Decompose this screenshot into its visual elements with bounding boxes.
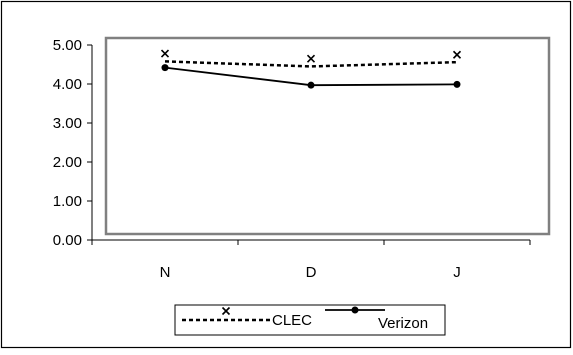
x-tick-label: N	[160, 264, 171, 281]
data-point-verizon	[453, 80, 461, 88]
data-point-clec	[306, 54, 316, 63]
data-point-clec	[160, 49, 170, 58]
series-layer	[160, 49, 462, 89]
data-point-verizon	[161, 64, 169, 72]
y-tick-label: 5.00	[53, 37, 82, 54]
legend-label-verizon: Verizon	[378, 315, 428, 332]
axes	[87, 44, 531, 245]
plot-area-border	[104, 36, 551, 236]
legend: CLEC Verizon	[174, 304, 446, 336]
y-tick-label: 4.00	[53, 76, 82, 93]
y-tick-label: 3.00	[53, 115, 82, 132]
x-tick-label: D	[306, 264, 317, 281]
y-tick-label: 2.00	[53, 154, 82, 171]
y-tick-label: 0.00	[53, 232, 82, 249]
x-tick-label: J	[453, 264, 461, 281]
y-axis-tick-labels: 0.00 1.00 2.00 3.00 4.00 5.00	[53, 37, 82, 249]
legend-marker-verizon	[351, 306, 359, 314]
legend-marker-clec	[221, 306, 231, 316]
data-point-clec	[452, 50, 462, 59]
data-point-verizon	[307, 81, 315, 89]
y-tick-label: 1.00	[53, 193, 82, 210]
legend-label-clec: CLEC	[272, 312, 312, 329]
